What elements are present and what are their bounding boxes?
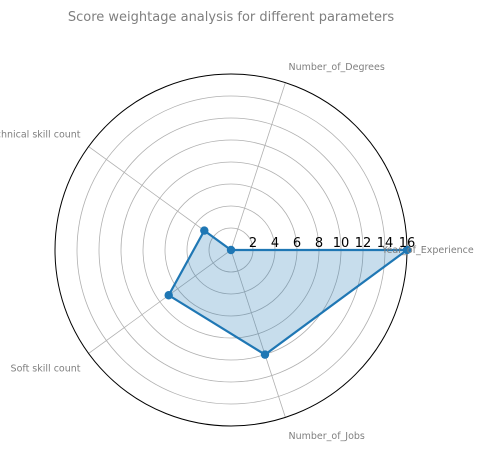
axis-label-1: Number_of_Degrees	[288, 62, 384, 73]
data-point-3	[164, 291, 173, 300]
series-line	[167, 228, 411, 356]
series-fill-area	[168, 230, 407, 355]
data-point-0	[402, 245, 412, 255]
chart-title: Score weightage analysis for different p…	[68, 10, 394, 25]
axis-label-3: Soft skill count	[11, 363, 81, 374]
data-point-2	[200, 226, 209, 235]
data-point-4	[260, 350, 270, 359]
radial-tick-label-8: 8	[315, 236, 323, 251]
radial-tick-label-14: 14	[377, 236, 394, 251]
data-series	[164, 226, 412, 359]
radial-ticks: 2 4 6 8 10 12 14 16	[249, 236, 415, 251]
radial-tick-label-6: 6	[293, 236, 301, 251]
radial-tick-label-4: 4	[271, 236, 279, 251]
radial-tick-label-10: 10	[333, 236, 350, 251]
spoke-3	[88, 249, 232, 354]
spoke-1	[230, 82, 286, 251]
axis-label-2: Technical skill count	[0, 130, 81, 141]
radial-tick-label-2: 2	[249, 236, 257, 251]
spoke-4	[230, 249, 286, 418]
data-point-1	[226, 245, 236, 255]
axis-label-4: Number_of_Jobs	[288, 431, 364, 442]
axis-label-0: Year_of_Experience	[381, 245, 474, 256]
axis-labels: Year_of_Experience Number_of_Degrees Techn…	[0, 62, 474, 442]
radial-tick-label-12: 12	[355, 236, 372, 251]
radial-tick-label-16: 16	[399, 236, 416, 251]
